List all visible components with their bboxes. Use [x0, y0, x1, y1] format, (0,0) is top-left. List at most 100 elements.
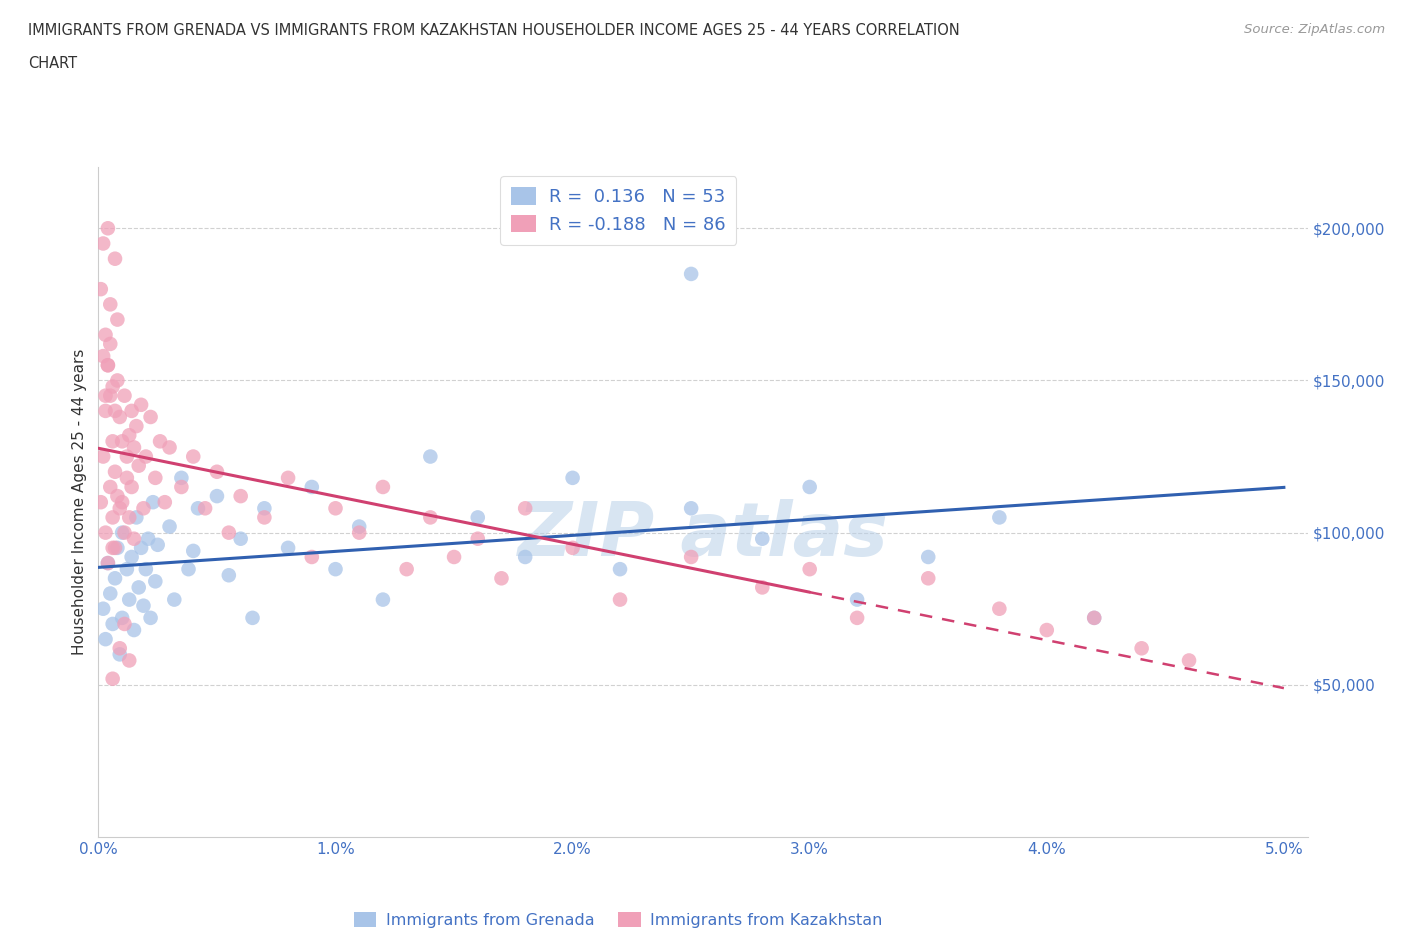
Point: [187, 501, 209, 516]
Point: [101, 379, 124, 394]
Point: [142, 495, 165, 510]
Point: [681, 550, 703, 565]
Point: [143, 471, 166, 485]
Text: Source: ZipAtlas.com: Source: ZipAtlas.com: [1244, 23, 1385, 36]
Point: [371, 480, 394, 495]
Point: [205, 488, 228, 503]
Point: [132, 501, 155, 516]
Point: [1178, 653, 1201, 668]
Point: [108, 647, 131, 662]
Point: [125, 418, 148, 433]
Point: [91, 349, 114, 364]
Point: [561, 540, 583, 555]
Point: [325, 562, 347, 577]
Point: [105, 540, 128, 555]
Point: [467, 531, 489, 546]
Point: [101, 434, 124, 449]
Point: [988, 602, 1011, 617]
Point: [218, 568, 240, 583]
Point: [111, 610, 134, 625]
Point: [108, 409, 131, 424]
Point: [159, 440, 181, 455]
Point: [111, 434, 134, 449]
Point: [194, 501, 217, 516]
Legend: Immigrants from Grenada, Immigrants from Kazakhstan: Immigrants from Grenada, Immigrants from…: [347, 905, 889, 930]
Point: [681, 267, 703, 282]
Point: [917, 550, 939, 565]
Point: [118, 653, 141, 668]
Point: [395, 562, 418, 577]
Point: [97, 555, 120, 570]
Point: [988, 510, 1011, 525]
Point: [114, 388, 136, 403]
Point: [94, 525, 117, 540]
Point: [98, 586, 121, 601]
Point: [94, 388, 117, 403]
Point: [139, 610, 162, 625]
Point: [253, 501, 276, 516]
Point: [101, 671, 124, 686]
Point: [515, 501, 537, 516]
Point: [205, 464, 228, 479]
Point: [101, 617, 124, 631]
Point: [799, 480, 821, 495]
Point: [443, 550, 465, 565]
Point: [419, 449, 441, 464]
Point: [91, 602, 114, 617]
Point: [122, 622, 145, 637]
Point: [799, 562, 821, 577]
Point: [125, 510, 148, 525]
Point: [129, 397, 152, 412]
Point: [917, 571, 939, 586]
Point: [149, 434, 172, 449]
Point: [122, 440, 145, 455]
Point: [153, 495, 176, 510]
Point: [181, 543, 204, 558]
Point: [115, 562, 138, 577]
Point: [170, 471, 193, 485]
Point: [122, 531, 145, 546]
Point: [218, 525, 240, 540]
Point: [114, 617, 136, 631]
Point: [128, 580, 150, 595]
Point: [371, 592, 394, 607]
Point: [846, 610, 869, 625]
Point: [121, 480, 143, 495]
Point: [609, 592, 631, 607]
Point: [1036, 622, 1059, 637]
Point: [90, 495, 112, 510]
Point: [91, 449, 114, 464]
Point: [104, 571, 127, 586]
Point: [101, 510, 124, 525]
Point: [1130, 641, 1153, 656]
Point: [104, 540, 127, 555]
Point: [94, 327, 117, 342]
Point: [301, 480, 323, 495]
Point: [163, 592, 186, 607]
Point: [135, 562, 157, 577]
Point: [751, 580, 773, 595]
Point: [97, 358, 120, 373]
Point: [101, 540, 124, 555]
Point: [108, 501, 131, 516]
Point: [170, 480, 193, 495]
Point: [94, 631, 117, 646]
Point: [177, 562, 200, 577]
Point: [846, 592, 869, 607]
Point: [143, 574, 166, 589]
Point: [277, 471, 299, 485]
Point: [105, 373, 128, 388]
Point: [1083, 610, 1105, 625]
Point: [98, 297, 121, 312]
Point: [129, 540, 152, 555]
Point: [118, 428, 141, 443]
Point: [253, 510, 276, 525]
Point: [97, 358, 120, 373]
Point: [751, 531, 773, 546]
Point: [118, 510, 141, 525]
Point: [139, 409, 162, 424]
Point: [229, 488, 252, 503]
Text: ZIP atlas: ZIP atlas: [517, 499, 889, 572]
Point: [301, 550, 323, 565]
Point: [97, 555, 120, 570]
